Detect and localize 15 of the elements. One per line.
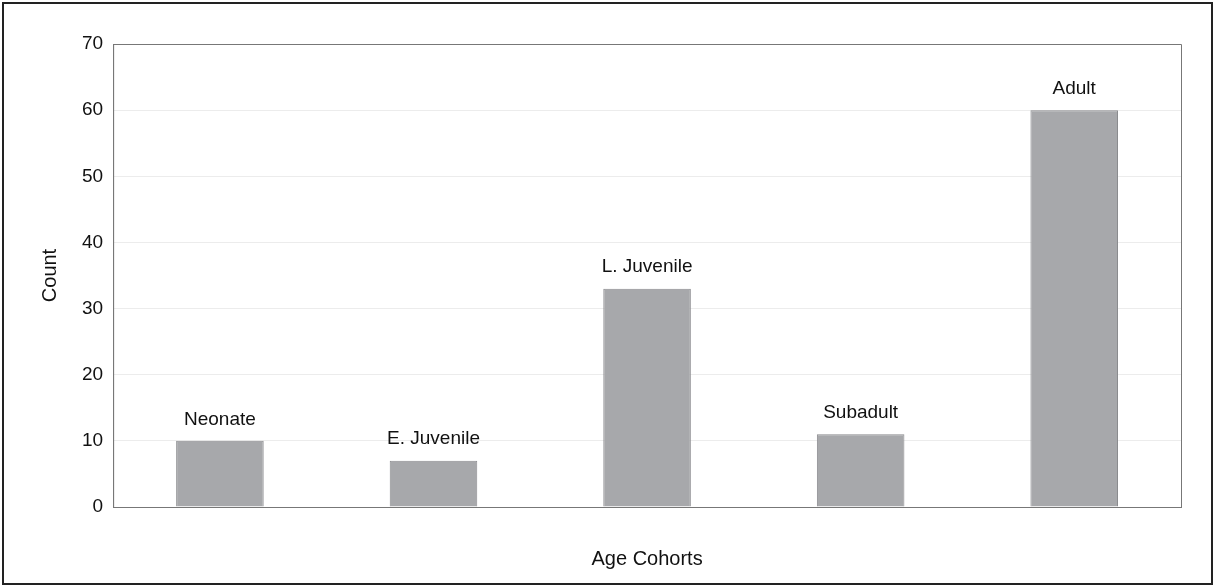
- x-tick-label: Adult: [1052, 76, 1097, 98]
- y-tick-label: 60: [81, 98, 104, 120]
- x-tick-label: Neonate: [184, 407, 256, 429]
- y-tick-label: 50: [81, 164, 104, 186]
- y-tick-label: 30: [81, 296, 104, 318]
- x-axis-title: Age Cohorts: [591, 546, 703, 569]
- y-tick-label: 10: [81, 429, 104, 451]
- y-tick-label: 40: [81, 230, 104, 252]
- y-axis-title: Count: [37, 248, 60, 303]
- x-tick-label: L. Juvenile: [601, 255, 693, 277]
- y-tick-label: 70: [81, 32, 104, 54]
- x-tick-label: E. Juvenile: [387, 427, 480, 449]
- y-tick-label: 20: [81, 362, 104, 384]
- y-tick-label: 0: [92, 495, 104, 517]
- x-tick-label: Subadult: [823, 400, 899, 422]
